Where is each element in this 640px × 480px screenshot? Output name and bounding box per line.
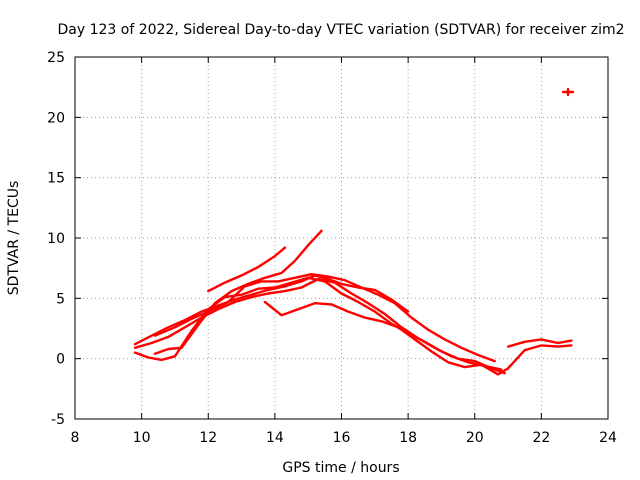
- y-tick-label: 5: [56, 291, 65, 307]
- y-tick-label: 10: [47, 231, 65, 247]
- x-tick-label: 12: [199, 430, 217, 446]
- ticks: 8 10 12 14 16 18 20 22 24 -5 0 5 10 15 20 25: [47, 50, 617, 446]
- series-point-isolated-point: [561, 87, 575, 97]
- x-axis-label: GPS time / hours: [282, 460, 399, 476]
- series-line-track-2: [133, 277, 503, 371]
- grid: [75, 57, 608, 419]
- series-line-track-3: [133, 276, 506, 375]
- series-line-track-8: [506, 338, 573, 348]
- y-tick-label: 0: [56, 352, 65, 368]
- x-tick-label: 16: [333, 430, 351, 446]
- series-line-track-4: [153, 229, 323, 355]
- y-axis-label: SDTVAR / TECUs: [6, 181, 22, 296]
- x-tick-label: 22: [532, 430, 550, 446]
- chart-title: Day 123 of 2022, Sidereal Day-to-day VTE…: [58, 22, 625, 38]
- x-tick-label: 14: [266, 430, 284, 446]
- series-line-track-7: [263, 300, 573, 376]
- x-tick-label: 24: [599, 430, 617, 446]
- x-tick-label: 10: [133, 430, 151, 446]
- series-line-track-1: [133, 274, 410, 346]
- y-tick-label: 20: [47, 110, 65, 126]
- series-line-track-6: [153, 273, 496, 363]
- series-line-track-5: [207, 246, 287, 293]
- x-tick-label: 8: [71, 430, 80, 446]
- y-tick-label: 15: [47, 171, 65, 187]
- x-tick-label: 18: [399, 430, 417, 446]
- y-tick-label: 25: [47, 50, 65, 66]
- y-tick-label: -5: [51, 412, 65, 428]
- x-tick-label: 20: [466, 430, 484, 446]
- data-series: [133, 87, 575, 376]
